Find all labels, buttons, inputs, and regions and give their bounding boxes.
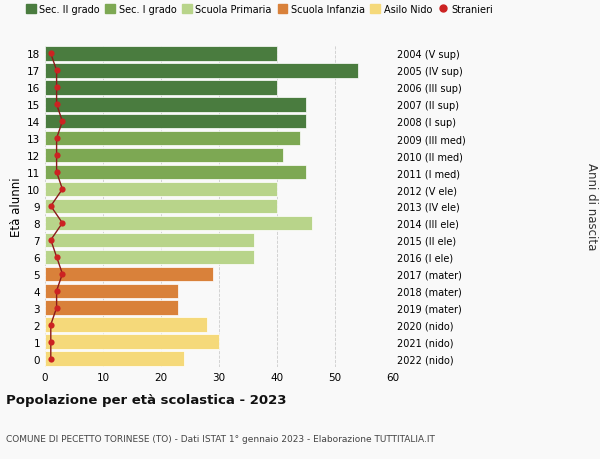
Bar xyxy=(45,81,277,95)
Point xyxy=(58,270,67,278)
Bar xyxy=(45,318,208,332)
Bar xyxy=(45,352,184,366)
Point xyxy=(46,203,56,210)
Bar xyxy=(45,199,277,214)
Text: Anni di nascita: Anni di nascita xyxy=(584,163,598,250)
Point xyxy=(46,321,56,329)
Bar xyxy=(45,335,219,349)
Point xyxy=(52,67,61,75)
Bar xyxy=(45,132,300,146)
Bar xyxy=(45,64,358,78)
Bar xyxy=(45,233,254,247)
Bar xyxy=(45,115,306,129)
Bar xyxy=(45,250,254,264)
Bar xyxy=(45,284,178,298)
Point xyxy=(52,304,61,312)
Point xyxy=(52,152,61,159)
Point xyxy=(52,287,61,295)
Bar xyxy=(45,47,277,62)
Bar xyxy=(45,166,306,180)
Point xyxy=(46,237,56,244)
Text: COMUNE DI PECETTO TORINESE (TO) - Dati ISTAT 1° gennaio 2023 - Elaborazione TUTT: COMUNE DI PECETTO TORINESE (TO) - Dati I… xyxy=(6,434,435,443)
Legend: Sec. II grado, Sec. I grado, Scuola Primaria, Scuola Infanzia, Asilo Nido, Stran: Sec. II grado, Sec. I grado, Scuola Prim… xyxy=(22,1,497,19)
Bar xyxy=(45,149,283,163)
Point xyxy=(46,338,56,346)
Point xyxy=(52,254,61,261)
Bar xyxy=(45,267,213,281)
Point xyxy=(58,220,67,227)
Point xyxy=(52,135,61,143)
Point xyxy=(58,118,67,126)
Point xyxy=(46,50,56,58)
Point xyxy=(52,101,61,109)
Bar xyxy=(45,182,277,197)
Bar xyxy=(45,301,178,315)
Point xyxy=(52,169,61,176)
Point xyxy=(46,355,56,363)
Point xyxy=(58,186,67,193)
Bar xyxy=(45,98,306,112)
Y-axis label: Età alunni: Età alunni xyxy=(10,177,23,236)
Bar xyxy=(45,216,312,230)
Point xyxy=(52,84,61,92)
Text: Popolazione per età scolastica - 2023: Popolazione per età scolastica - 2023 xyxy=(6,393,287,406)
